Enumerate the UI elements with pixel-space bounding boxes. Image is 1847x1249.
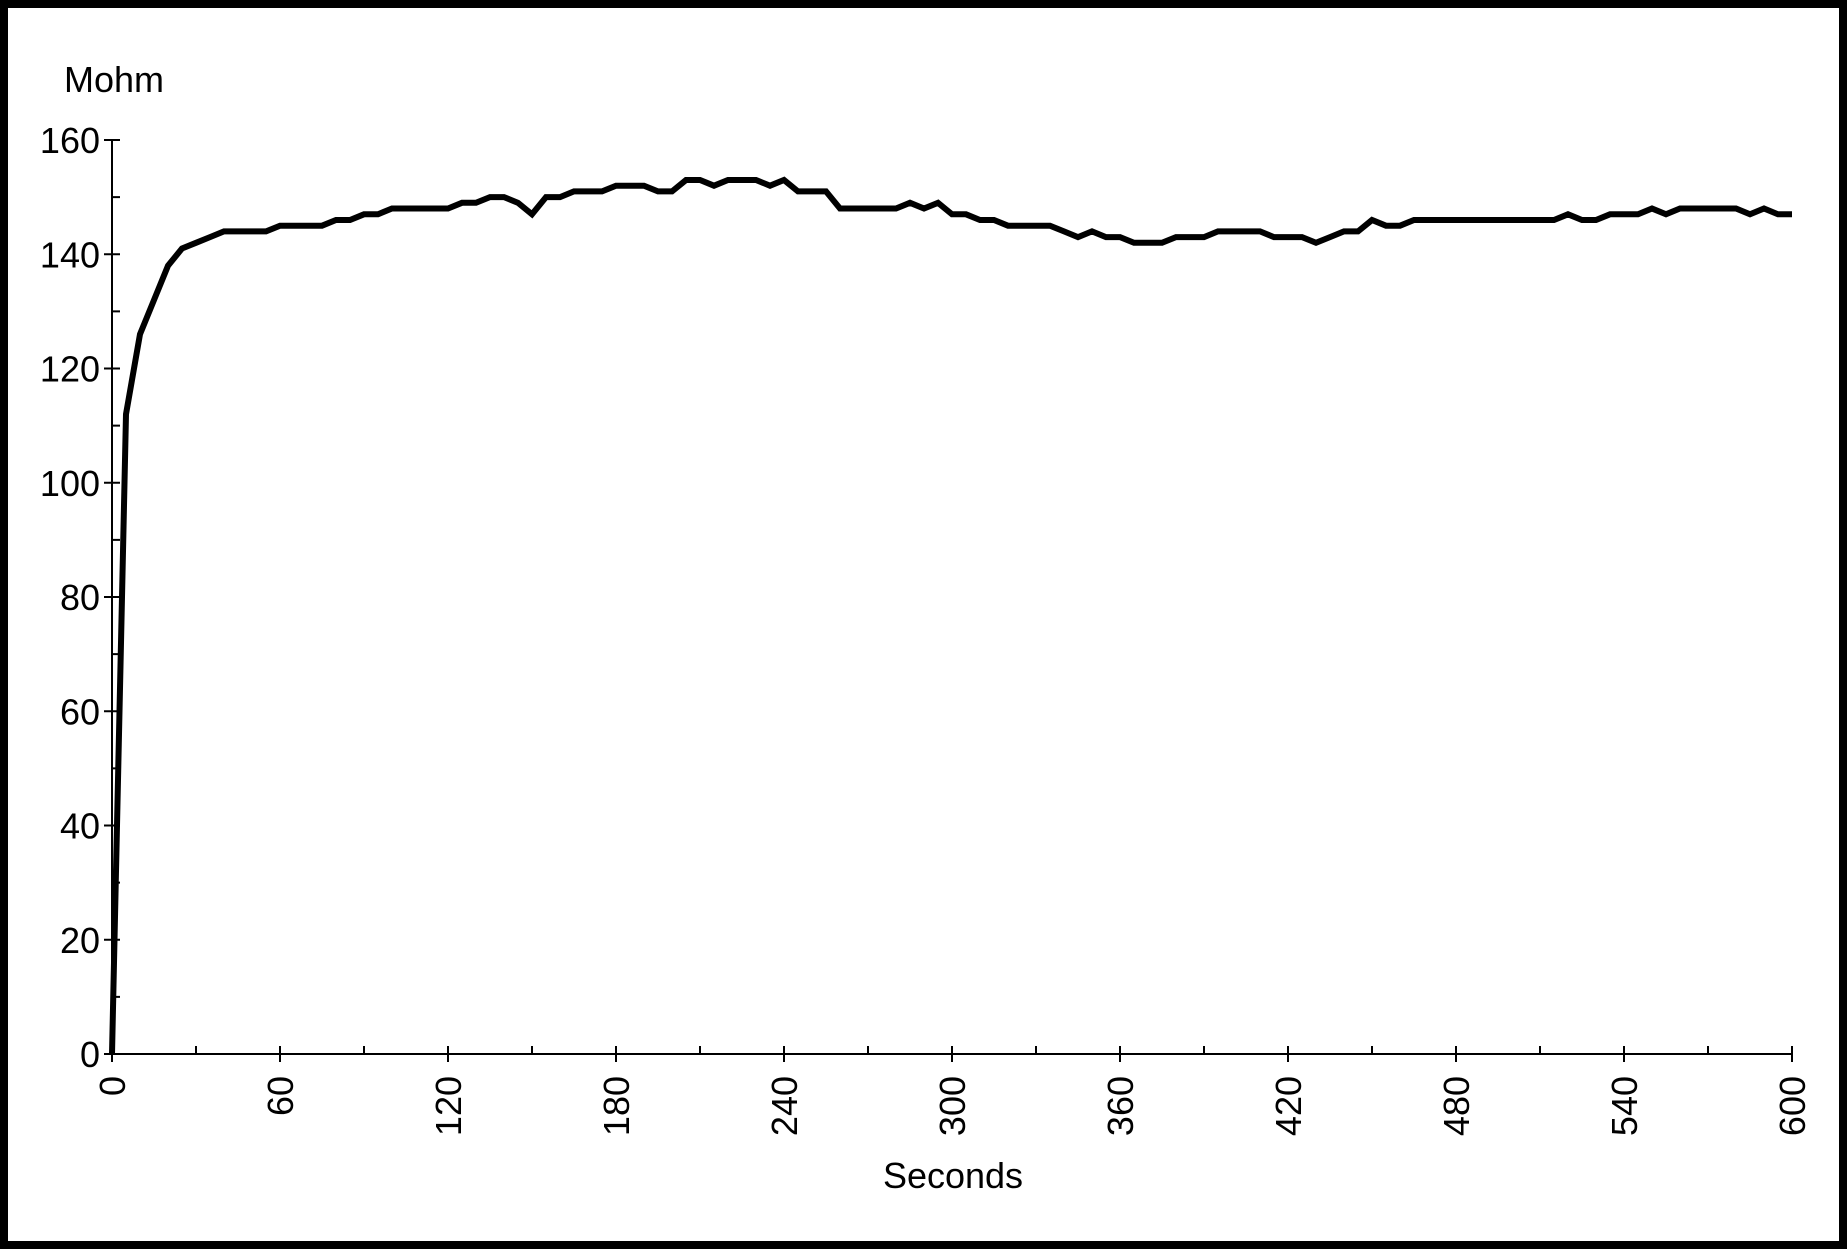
x-tick-label: 180 bbox=[596, 1076, 637, 1136]
x-axis-label: Seconds bbox=[883, 1155, 1023, 1196]
plot-area bbox=[109, 176, 1792, 1055]
x-tick-label: 60 bbox=[260, 1076, 301, 1116]
x-tick-label: 480 bbox=[1436, 1076, 1477, 1136]
y-tick-label: 20 bbox=[60, 920, 100, 961]
y-tick-label: 100 bbox=[40, 463, 100, 504]
x-tick-label: 600 bbox=[1772, 1076, 1813, 1136]
series-line bbox=[109, 176, 1792, 1055]
y-tick-label: 160 bbox=[40, 120, 100, 161]
x-tick-label: 0 bbox=[92, 1076, 133, 1096]
y-tick-label: 120 bbox=[40, 349, 100, 390]
y-tick-label: 40 bbox=[60, 806, 100, 847]
y-axis-label: Mohm bbox=[64, 59, 164, 100]
ticks: 0 20 40 60 80 100 120 140 160 0 60 120 180 240 300 360 4… bbox=[40, 120, 1813, 1136]
x-tick-label: 360 bbox=[1100, 1076, 1141, 1136]
y-tick-label: 80 bbox=[60, 577, 100, 618]
x-tick-label: 540 bbox=[1604, 1076, 1645, 1136]
x-tick-label: 240 bbox=[764, 1076, 805, 1136]
y-tick-label: 140 bbox=[40, 234, 100, 275]
x-tick-label: 120 bbox=[428, 1076, 469, 1136]
y-tick-label: 60 bbox=[60, 691, 100, 732]
y-tick-label: 0 bbox=[80, 1034, 100, 1075]
x-tick-label: 300 bbox=[932, 1076, 973, 1136]
x-tick-label: 420 bbox=[1268, 1076, 1309, 1136]
